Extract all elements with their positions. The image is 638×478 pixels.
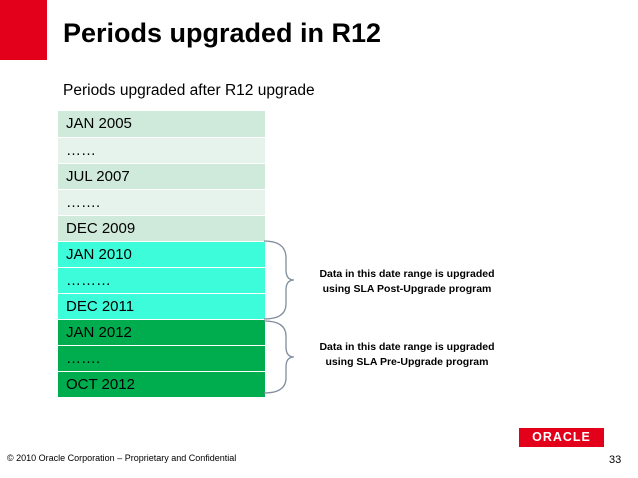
page-number: 33 — [609, 454, 622, 466]
period-row: OCT 2012 — [58, 372, 265, 398]
period-row: DEC 2011 — [58, 294, 265, 320]
period-list: JAN 2005 …… JUL 2007 ……. DEC 2009 JAN 20… — [58, 111, 265, 398]
post-upgrade-note-line1: Data in this date range is upgraded — [319, 268, 495, 280]
pre-upgrade-brace — [263, 320, 295, 394]
period-row: …… — [58, 138, 265, 164]
post-upgrade-note-line2: using SLA Post-Upgrade program — [322, 283, 492, 295]
pre-upgrade-note-line1: Data in this date range is upgraded — [319, 341, 495, 353]
period-row: JAN 2012 — [58, 320, 265, 346]
slide-title: Periods upgraded in R12 — [63, 18, 382, 48]
period-row: JAN 2010 — [58, 242, 265, 268]
post-upgrade-note: Data in this date range is upgraded usin… — [296, 267, 518, 297]
pre-upgrade-note-line2: using SLA Pre-Upgrade program — [325, 356, 489, 368]
period-row: ……. — [58, 190, 265, 216]
post-upgrade-brace — [263, 240, 295, 320]
copyright-footer: © 2010 Oracle Corporation – Proprietary … — [7, 453, 237, 463]
period-row: ……. — [58, 346, 265, 372]
title-accent-bar — [0, 0, 47, 60]
pre-upgrade-note: Data in this date range is upgraded usin… — [296, 340, 518, 370]
oracle-logo: ORACLE — [519, 428, 604, 447]
period-row: JAN 2005 — [58, 111, 265, 138]
period-row: JUL 2007 — [58, 164, 265, 190]
period-row: DEC 2009 — [58, 216, 265, 242]
slide-subtitle: Periods upgraded after R12 upgrade — [63, 82, 315, 99]
period-row: ……… — [58, 268, 265, 294]
